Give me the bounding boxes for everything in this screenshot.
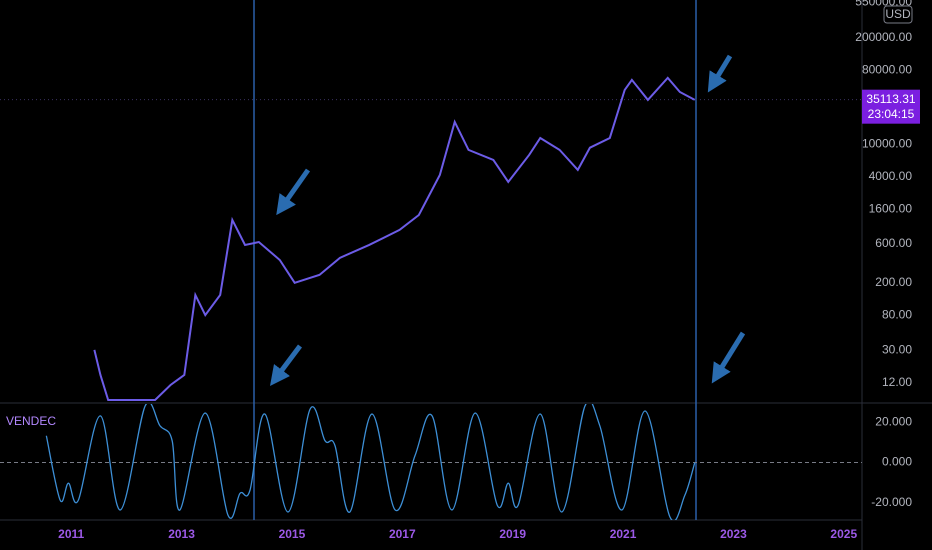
arrow	[711, 331, 746, 384]
countdown-label: 23:04:15	[868, 107, 915, 121]
indicator-title: VENDEC	[6, 414, 56, 428]
x-tick-label: 2025	[830, 527, 857, 541]
y-tick-label: 1600.00	[869, 201, 913, 215]
y-tick-label: 4000.00	[869, 169, 913, 183]
arrow	[707, 54, 733, 93]
y-tick-label: 600.00	[875, 236, 912, 250]
currency-badge	[883, 5, 913, 24]
y-tick-label: 80.00	[882, 308, 912, 322]
x-tick-label: 2011	[58, 527, 84, 541]
y-tick-label: 200.00	[875, 275, 912, 289]
y-tick-label: 12.00	[882, 375, 912, 389]
y-tick-label: 200000.00	[855, 30, 912, 44]
x-tick-label: 2019	[499, 527, 526, 541]
y-tick-label: 550000.00	[855, 0, 912, 8]
y-tick-label: 20.000	[875, 414, 912, 428]
arrow	[270, 344, 302, 386]
arrows	[270, 54, 746, 386]
x-tick-label: 2023	[720, 527, 747, 541]
arrow	[276, 168, 311, 216]
series-line	[93, 76, 696, 401]
series-line	[45, 404, 696, 520]
y-tick-label: 30.00	[882, 343, 912, 357]
x-tick-label: 2021	[610, 527, 637, 541]
y-tick-label: 10000.00	[862, 136, 912, 150]
y-tick-label: -20.000	[871, 495, 912, 509]
y-tick-label: 80000.00	[862, 63, 912, 77]
price-badge	[862, 89, 920, 124]
last-price-label: 35113.31	[866, 92, 915, 106]
y-tick-label: 0.000	[882, 455, 912, 469]
currency-label: USD	[885, 7, 911, 21]
x-tick-label: 2015	[279, 527, 306, 541]
x-tick-label: 2013	[168, 527, 195, 541]
x-tick-label: 2017	[389, 527, 416, 541]
